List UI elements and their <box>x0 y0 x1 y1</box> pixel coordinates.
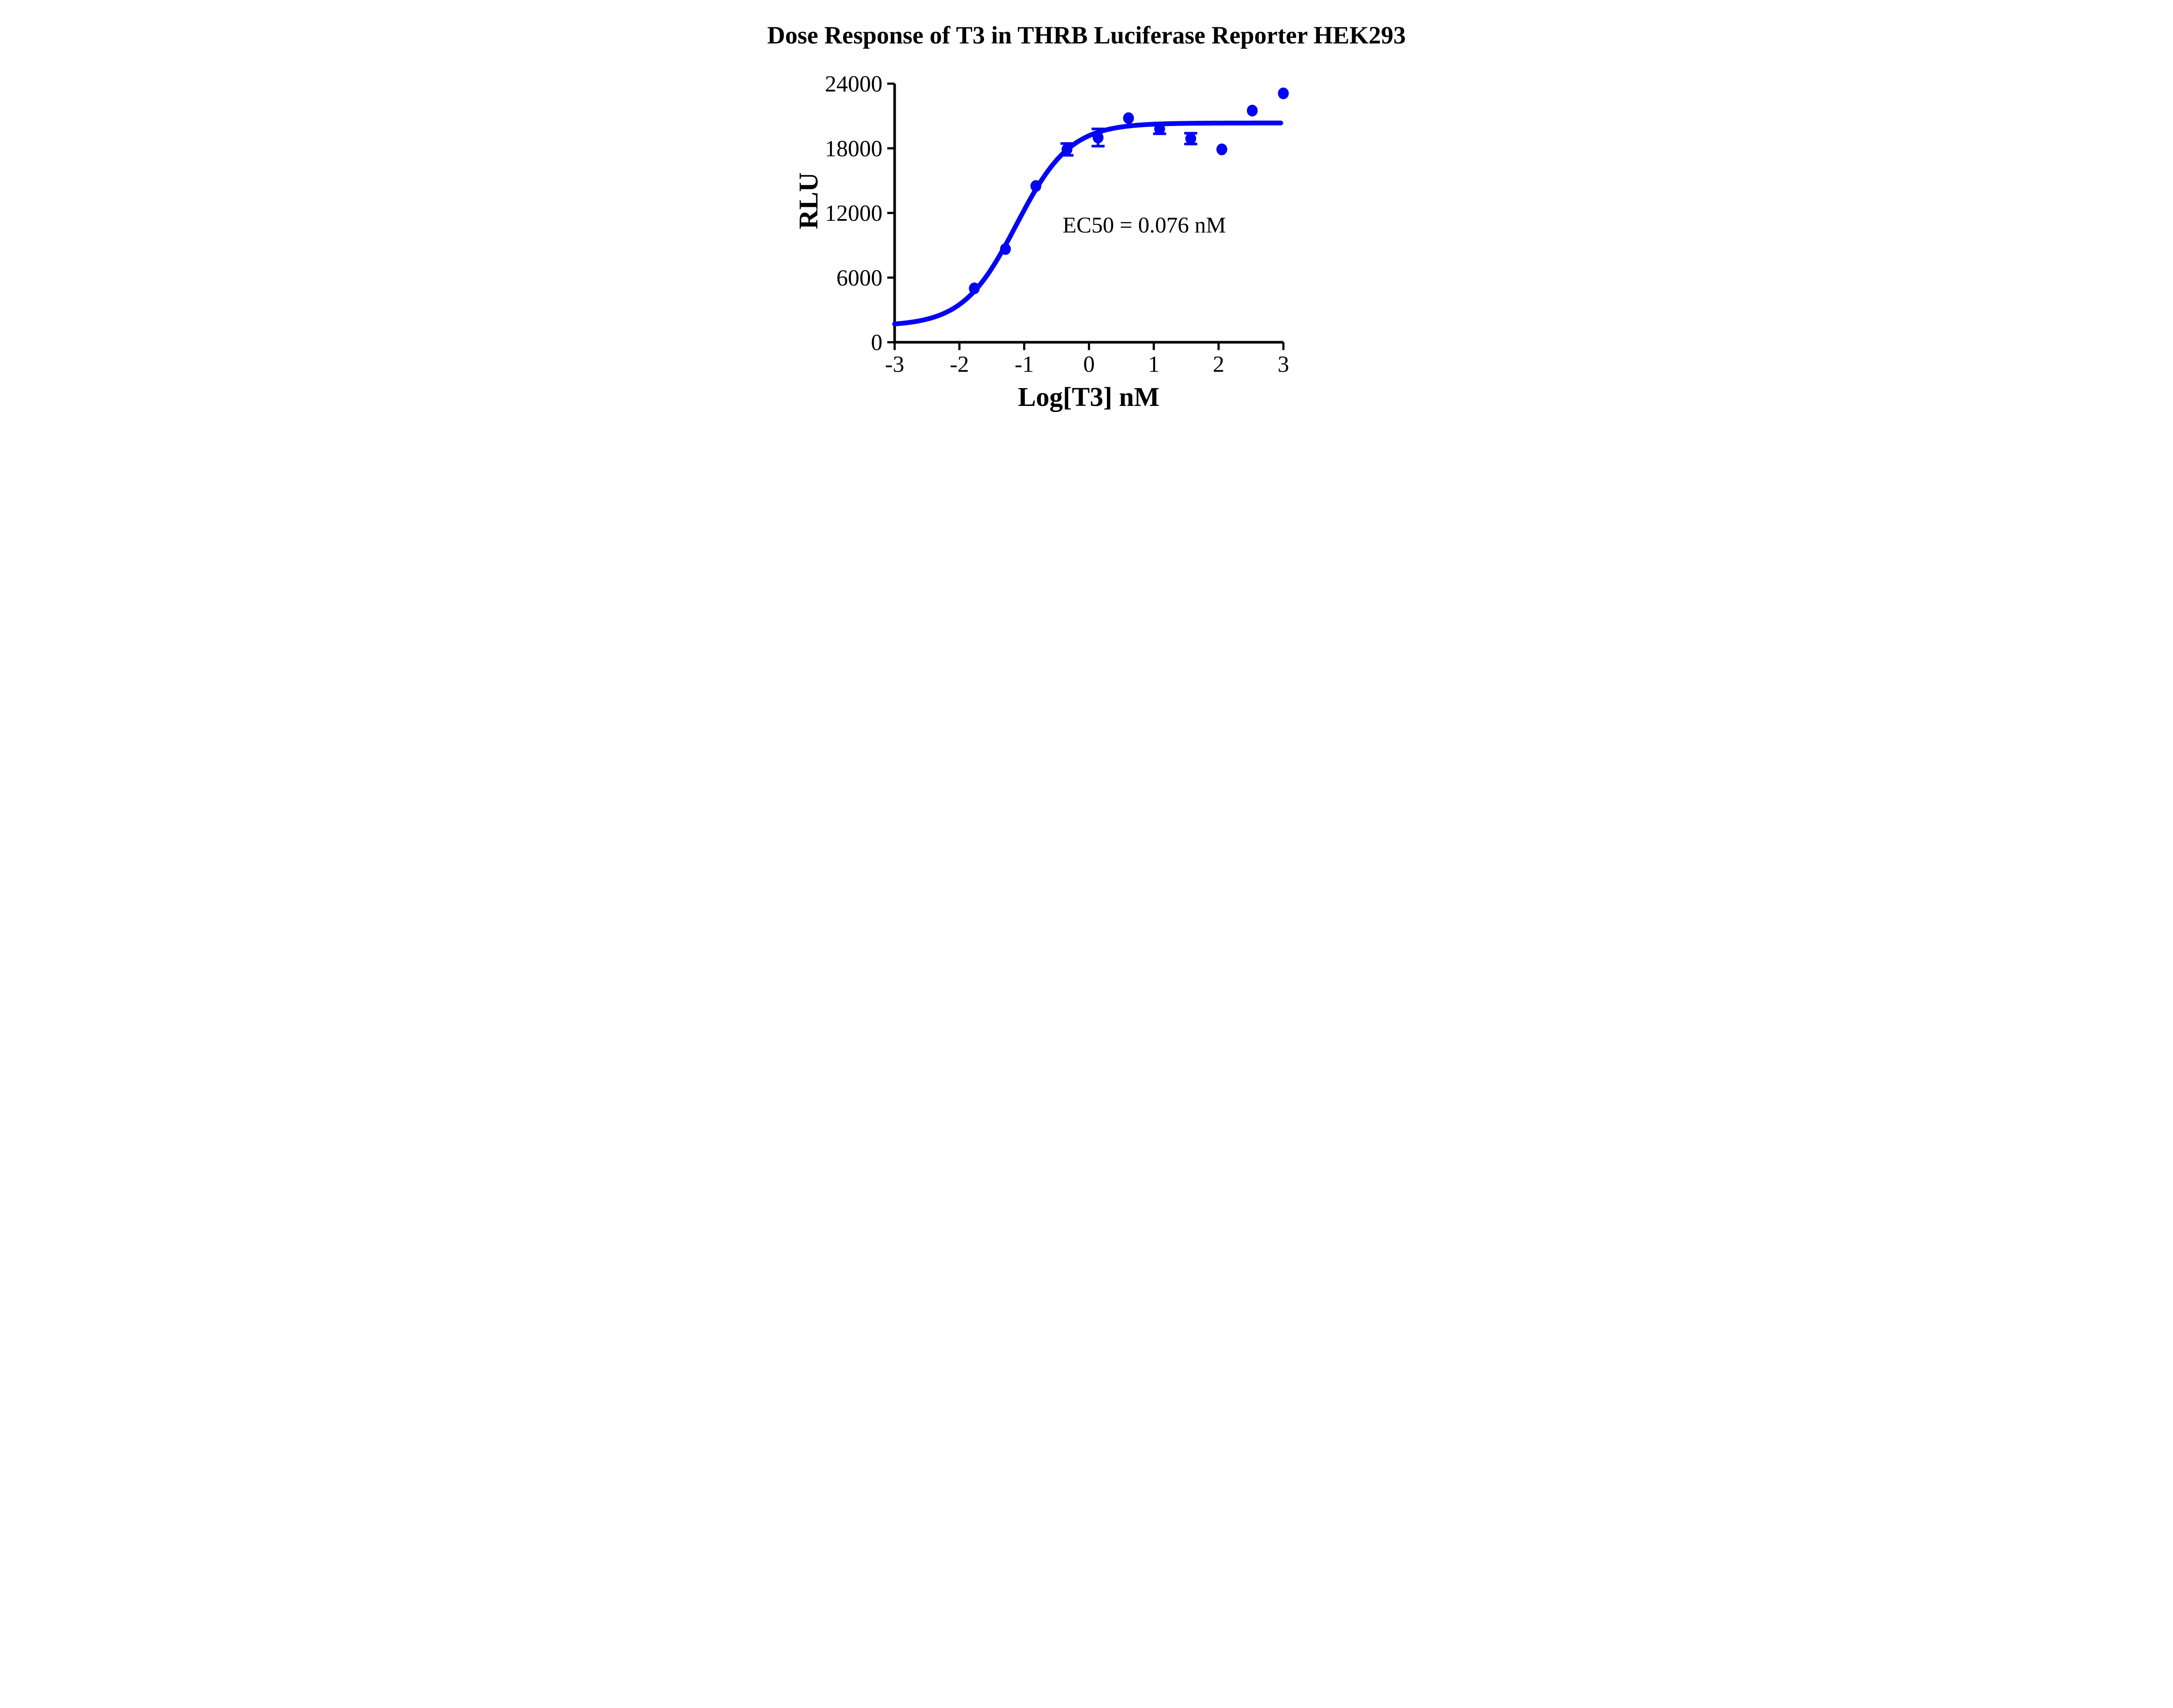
ec50-annotation: EC50 = 0.076 nM <box>1063 213 1226 238</box>
data-point <box>1246 104 1258 116</box>
data-point <box>1185 133 1196 145</box>
y-axis-title: RLU <box>794 173 824 229</box>
data-point <box>1123 112 1134 124</box>
data-point <box>1093 131 1104 143</box>
dose-response-figure: Dose Response of T3 in THRB Luciferase R… <box>744 0 1429 427</box>
data-point <box>1061 143 1073 156</box>
y-tick-label: 24000 <box>825 72 883 97</box>
x-tick-label: -1 <box>1015 352 1034 377</box>
data-point <box>1216 143 1227 156</box>
x-tick-label: 0 <box>1083 352 1095 377</box>
chart-title: Dose Response of T3 in THRB Luciferase R… <box>767 22 1405 49</box>
data-point <box>1278 87 1289 100</box>
y-tick-label: 12000 <box>825 201 883 226</box>
data-point <box>969 282 980 295</box>
x-tick-label: 1 <box>1148 352 1160 377</box>
x-tick-label: -2 <box>950 352 969 377</box>
x-tick-label: 2 <box>1213 352 1225 377</box>
y-tick-label: 0 <box>871 330 883 356</box>
x-axis-title: Log[T3] nM <box>1018 382 1160 412</box>
x-tick-label: -3 <box>885 352 904 377</box>
plot-area: Dose Response of T3 in THRB Luciferase R… <box>767 22 1405 412</box>
axes-layer: 0 6000 12000 18000 24000 -3 -2 -1 0 1 2 3 <box>825 72 1289 377</box>
fit-curve <box>892 120 1283 326</box>
data-point <box>1000 243 1011 255</box>
x-tick-label: 3 <box>1278 352 1289 377</box>
curve-layer <box>892 120 1283 326</box>
data-point <box>1154 123 1165 135</box>
y-tick-label: 6000 <box>837 266 883 291</box>
y-tick-label: 18000 <box>825 136 883 161</box>
points-layer <box>969 87 1289 295</box>
data-point <box>1030 180 1042 192</box>
